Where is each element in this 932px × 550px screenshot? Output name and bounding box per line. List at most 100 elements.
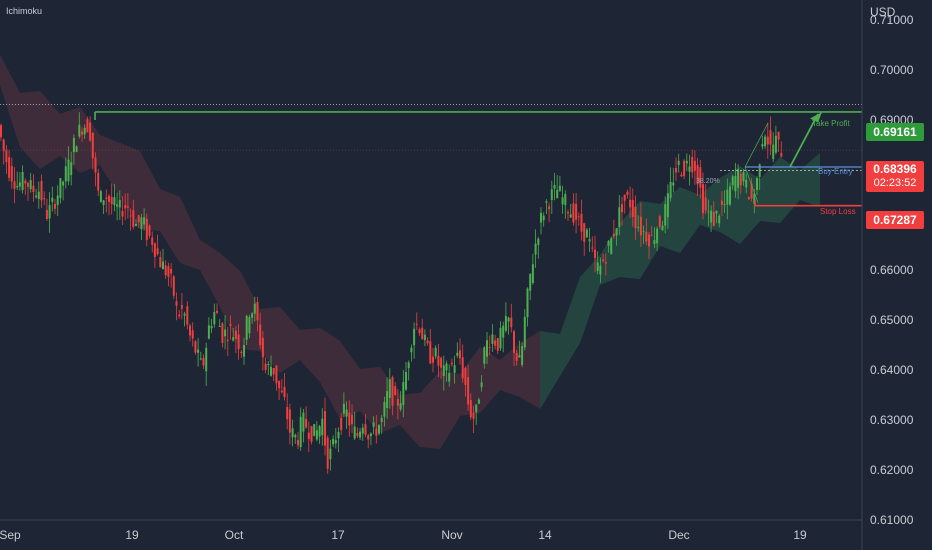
- candle-body: [510, 317, 513, 328]
- candle-body: [286, 406, 289, 420]
- candle-body: [491, 334, 494, 344]
- candle-body: [89, 122, 92, 141]
- cloud-segment: [40, 91, 60, 169]
- buy-entry-label: Buy Entry: [818, 167, 853, 176]
- last-price: 0.68396: [873, 162, 917, 176]
- candle-body: [769, 130, 772, 145]
- trade-levels: [0, 104, 862, 207]
- cloud-segment: [800, 153, 820, 207]
- projection-arrow-line: [789, 113, 819, 168]
- candle-body: [91, 132, 94, 159]
- candle-body: [253, 303, 256, 314]
- cloud-segment: [200, 240, 220, 307]
- candle-body: [699, 167, 702, 188]
- candle-body: [486, 340, 488, 357]
- candle-body: [67, 159, 70, 182]
- cloud-segment: [100, 135, 120, 197]
- candle-body: [151, 237, 154, 245]
- candle-body: [129, 215, 132, 217]
- cloud-segment: [600, 223, 620, 285]
- candle-body: [664, 204, 667, 226]
- candle-body: [99, 191, 102, 202]
- candle-body: [240, 351, 243, 353]
- candle-body: [707, 211, 710, 213]
- candle-body: [256, 302, 259, 321]
- candle-body: [685, 160, 688, 164]
- candle-body: [353, 426, 356, 439]
- candle-body: [637, 227, 640, 229]
- candle-body: [326, 437, 329, 469]
- ichimoku-cloud: [0, 55, 820, 449]
- candle-body: [610, 238, 613, 254]
- candle-body: [43, 198, 46, 200]
- candle-body: [421, 327, 424, 340]
- candle-body: [54, 203, 56, 209]
- candle-body: [688, 166, 691, 172]
- candle-body: [86, 119, 89, 133]
- candle-body: [583, 223, 586, 242]
- y-tick-label: 0.71000: [870, 13, 914, 27]
- cloud-segment: [240, 271, 260, 351]
- candle-body: [718, 215, 721, 224]
- candle-body: [494, 340, 497, 346]
- candle-body: [143, 217, 146, 225]
- candle-body: [715, 210, 718, 214]
- cloud-segment: [160, 189, 180, 263]
- candle-body: [283, 386, 286, 398]
- candle-body: [137, 215, 140, 223]
- candle-body: [656, 228, 659, 244]
- candle-body: [24, 180, 27, 184]
- candle-body: [310, 426, 313, 442]
- candle-body: [669, 181, 672, 198]
- candle-body: [469, 400, 472, 418]
- candle-body: [575, 203, 578, 220]
- candle-body: [448, 373, 451, 382]
- candle-body: [378, 425, 380, 434]
- candle-body: [567, 211, 569, 214]
- candle-body: [37, 191, 40, 200]
- candle-body: [178, 314, 181, 317]
- candle-body: [723, 204, 726, 206]
- y-tick-label: 0.62000: [870, 463, 914, 477]
- candle-body: [170, 268, 173, 274]
- cloud-segment: [460, 347, 480, 416]
- candle-body: [658, 216, 661, 227]
- candle-body: [564, 194, 567, 206]
- candle-body: [45, 210, 48, 220]
- candle-body: [288, 409, 291, 433]
- last-price-tag: 0.68396 02:23:52: [866, 161, 924, 192]
- candle-body: [48, 205, 51, 219]
- candle-body: [710, 210, 713, 223]
- candle-body: [437, 355, 440, 366]
- candle-body: [64, 166, 67, 182]
- candle-body: [548, 206, 551, 210]
- candle-body: [35, 195, 38, 198]
- candle-body: [356, 433, 359, 436]
- y-tick-label: 0.64000: [870, 363, 914, 377]
- candle-body: [259, 324, 262, 346]
- candle-body: [210, 326, 213, 329]
- candle-body: [2, 139, 5, 152]
- candle-body: [280, 390, 283, 393]
- candle-body: [739, 173, 742, 186]
- cloud-segment: [500, 343, 520, 397]
- candle-body: [367, 435, 370, 440]
- candle-body: [364, 424, 367, 435]
- candle-body: [585, 229, 588, 238]
- indicator-label[interactable]: Ichimoku: [6, 6, 43, 16]
- candle-body: [410, 347, 413, 353]
- candle-body: [234, 330, 237, 339]
- candle-body: [407, 362, 410, 369]
- x-tick-label: Nov: [441, 528, 462, 542]
- candle-body: [291, 428, 294, 438]
- candle-body: [426, 340, 429, 344]
- candle-body: [172, 276, 175, 296]
- candle-body: [483, 347, 486, 364]
- candle-body: [299, 416, 302, 448]
- candle-body: [189, 325, 191, 336]
- cloud-segment: [680, 187, 700, 253]
- candle-body: [383, 402, 386, 417]
- candle-body: [121, 210, 124, 217]
